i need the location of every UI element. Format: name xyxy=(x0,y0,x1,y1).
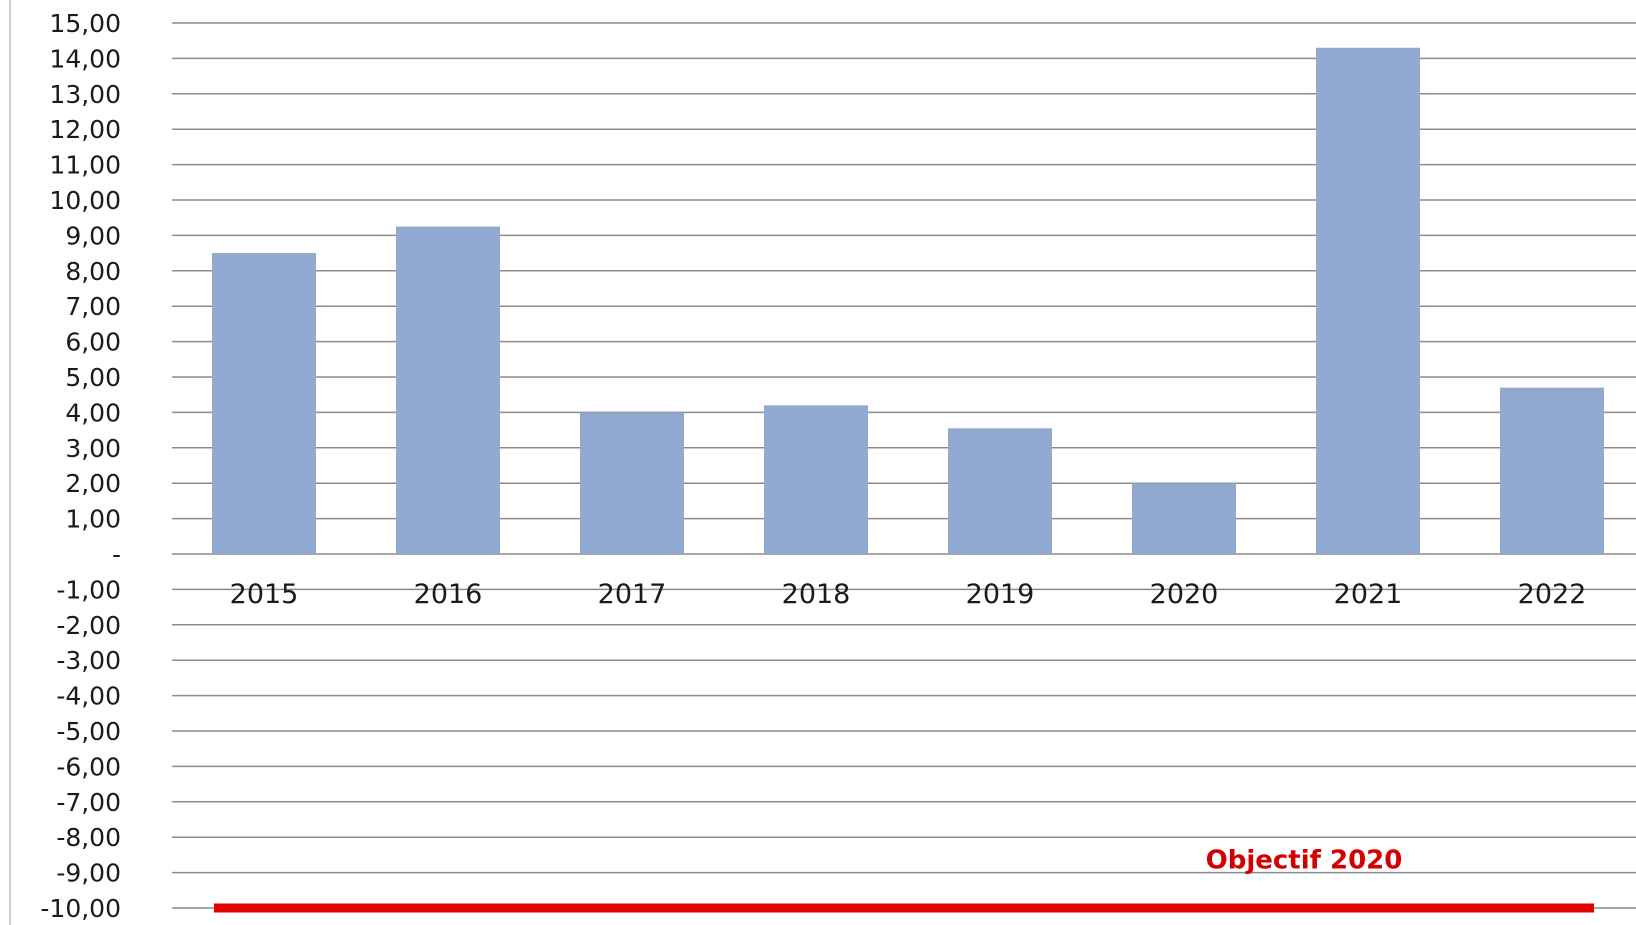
y-tick-label: 5,00 xyxy=(65,363,121,392)
y-tick-label: 15,00 xyxy=(49,9,121,38)
bar-2021 xyxy=(1316,48,1420,554)
category-label-2017: 2017 xyxy=(598,579,667,610)
y-tick-label: - xyxy=(112,540,121,569)
bar-2015 xyxy=(212,253,316,554)
category-label-2021: 2021 xyxy=(1334,579,1403,610)
y-tick-label: 8,00 xyxy=(65,257,121,286)
y-tick-label: 3,00 xyxy=(65,434,121,463)
y-tick-label: 1,00 xyxy=(65,505,121,534)
bar-2019 xyxy=(948,428,1052,554)
y-tick-label: 10,00 xyxy=(49,186,121,215)
bar-2016 xyxy=(396,227,500,554)
bar-2017 xyxy=(580,412,684,554)
category-labels: 2015 2016 2017 2018 2019 2020 2021 2022 xyxy=(230,579,1587,610)
bar-2022 xyxy=(1500,388,1604,554)
y-tick-label: 12,00 xyxy=(49,115,121,144)
y-tick-label: -4,00 xyxy=(56,682,121,711)
category-label-2016: 2016 xyxy=(414,579,483,610)
y-tick-label: 7,00 xyxy=(65,292,121,321)
category-label-2015: 2015 xyxy=(230,579,299,610)
objective-label: Objectif 2020 xyxy=(1206,846,1403,876)
y-axis-ticks: 15,00 14,00 13,00 12,00 11,00 10,00 9,00 8,00 7,… xyxy=(40,9,121,923)
y-tick-label: -1,00 xyxy=(56,575,121,604)
y-tick-label: 4,00 xyxy=(65,398,121,427)
y-tick-label: -10,00 xyxy=(40,894,121,923)
y-tick-label: -6,00 xyxy=(56,752,121,781)
bars xyxy=(212,48,1604,554)
y-tick-label: -5,00 xyxy=(56,717,121,746)
category-label-2019: 2019 xyxy=(966,579,1035,610)
category-label-2018: 2018 xyxy=(782,579,851,610)
y-tick-label: 11,00 xyxy=(49,151,121,180)
y-tick-label: -2,00 xyxy=(56,611,121,640)
bar-2020 xyxy=(1132,483,1236,554)
y-tick-label: -9,00 xyxy=(56,859,121,888)
category-label-2022: 2022 xyxy=(1518,579,1587,610)
y-tick-label: -7,00 xyxy=(56,788,121,817)
bar-2018 xyxy=(764,405,868,554)
y-tick-label: -3,00 xyxy=(56,646,121,675)
y-tick-label: 6,00 xyxy=(65,328,121,357)
category-label-2020: 2020 xyxy=(1150,579,1219,610)
y-tick-label: 9,00 xyxy=(65,221,121,250)
y-tick-label: 2,00 xyxy=(65,469,121,498)
y-tick-label: 14,00 xyxy=(49,44,121,73)
y-tick-label: -8,00 xyxy=(56,823,121,852)
y-tick-label: 13,00 xyxy=(49,80,121,109)
